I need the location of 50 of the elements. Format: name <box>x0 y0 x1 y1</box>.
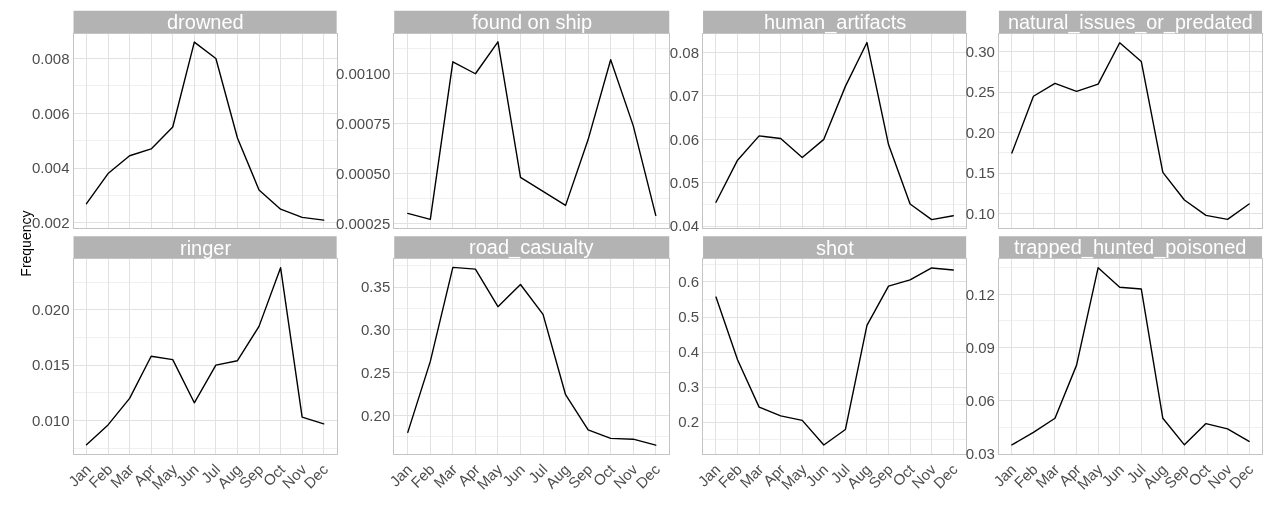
chart-title: ringer <box>180 237 232 259</box>
y-tick-label: 0.00100 <box>336 65 391 82</box>
y-tick-label: 0.05 <box>669 174 700 192</box>
chart-title: found on ship <box>472 11 593 33</box>
y-tick-label: 0.30 <box>965 42 995 60</box>
y-tick-label: 0.020 <box>31 301 70 319</box>
line-series <box>715 41 954 221</box>
y-tick-label: 0.2 <box>678 413 700 431</box>
y-tick-label: 0.00050 <box>336 164 391 182</box>
y-tick-label: 0.35 <box>361 278 391 296</box>
y-tick-label: 0.20 <box>361 406 391 424</box>
y-tick-label: 0.15 <box>965 164 995 182</box>
y-tick-label: 0.006 <box>31 104 70 122</box>
y-tick-label: 0.5 <box>678 308 700 326</box>
chart-title: trapped_hunted_poisoned <box>1014 236 1247 259</box>
y-tick-label: 0.015 <box>31 356 70 374</box>
y-tick-label: 0.09 <box>965 338 995 356</box>
y-tick-label: 0.06 <box>965 391 995 409</box>
chart-title: natural_issues_or_predated <box>1008 11 1253 34</box>
y-tick-label: 0.008 <box>31 49 70 67</box>
y-tick-label: 0.20 <box>965 123 995 141</box>
y-tick-label: 0.3 <box>678 378 700 396</box>
chart-title: road_casualty <box>469 236 594 259</box>
chart-title: human_artifacts <box>764 11 907 34</box>
y-tick-label: 0.10 <box>965 205 995 222</box>
y-tick-label: 0.08 <box>669 43 700 61</box>
y-tick-label: 0.07 <box>669 87 700 105</box>
y-tick-label: 0.03 <box>965 444 995 462</box>
line-series <box>85 41 325 221</box>
y-tick-label: 0.6 <box>678 273 700 291</box>
line-series <box>407 266 657 446</box>
y-axis-title: Frequency <box>18 210 35 277</box>
line-series <box>1011 42 1250 221</box>
y-tick-label: 0.010 <box>31 411 70 429</box>
line-series <box>715 267 954 446</box>
y-tick-label: 0.25 <box>965 83 995 101</box>
y-tick-label: 0.4 <box>678 343 700 361</box>
y-tick-label: 0.30 <box>361 321 391 339</box>
line-series <box>85 267 325 446</box>
y-tick-label: 0.00075 <box>336 114 391 132</box>
y-tick-label: 0.00025 <box>336 214 391 232</box>
line-series <box>1011 267 1250 446</box>
chart-title: shot <box>816 237 855 259</box>
y-tick-label: 0.25 <box>361 363 391 381</box>
line-series <box>407 41 657 221</box>
chart-title: drowned <box>167 11 244 33</box>
y-tick-label: 0.12 <box>965 285 995 303</box>
y-tick-label: 0.04 <box>669 217 700 235</box>
y-tick-label: 0.004 <box>31 159 70 177</box>
y-tick-label: 0.06 <box>669 130 700 148</box>
